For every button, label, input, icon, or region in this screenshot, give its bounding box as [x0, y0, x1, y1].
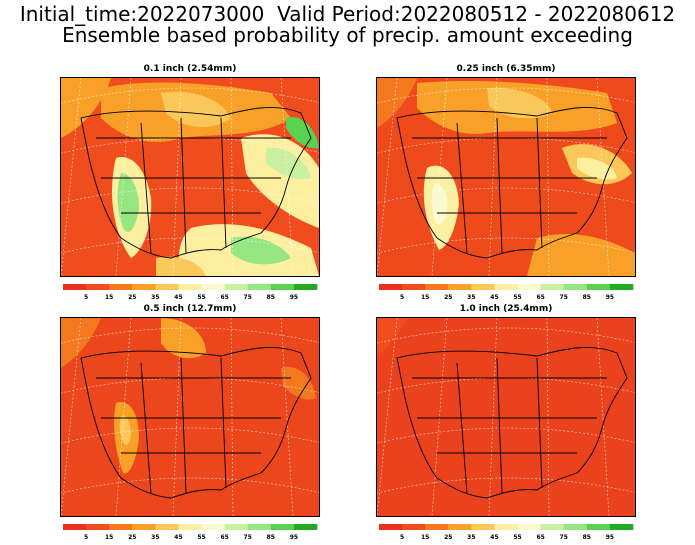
colorbar-segment: [425, 284, 449, 290]
colorbar-segment: [132, 284, 156, 290]
colorbar-label: 45: [490, 534, 498, 541]
colorbar-segment: [379, 524, 403, 530]
probability-map: [376, 317, 636, 517]
colorbar-segment: [109, 284, 133, 290]
colorbar-segment: [109, 524, 133, 530]
panel-title: 0.1 inch (2.54mm): [143, 64, 237, 74]
colorbar: 5 15 25 35 45 55 65 75 85 95: [376, 522, 636, 542]
colorbar-segment: [586, 524, 611, 530]
probability-map: [60, 77, 320, 277]
colorbar-label: 55: [513, 294, 521, 301]
probability-map: [60, 317, 320, 517]
colorbar-label: 65: [536, 534, 544, 541]
colorbar-segment: [293, 524, 318, 530]
colorbar-label: 15: [421, 534, 429, 541]
colorbar-label: 45: [490, 294, 498, 301]
colorbar-label: 35: [467, 294, 475, 301]
colorbar-label: 65: [536, 294, 544, 301]
colorbar: 5 15 25 35 45 55 65 75 85 95: [60, 282, 320, 302]
colorbar-label: 35: [467, 534, 475, 541]
colorbar-label: 55: [197, 294, 205, 301]
colorbar-segment: [63, 524, 87, 530]
colorbar-label: 45: [174, 534, 182, 541]
colorbar-segment: [379, 284, 403, 290]
colorbar-segment: [201, 524, 225, 530]
colorbar-label: 75: [560, 534, 568, 541]
colorbar-label: 55: [197, 534, 205, 541]
colorbar-segment: [155, 524, 179, 530]
colorbar-segment: [270, 524, 295, 530]
colorbar-segment: [540, 524, 565, 530]
colorbar-label: 25: [444, 534, 452, 541]
colorbar-segment: [448, 284, 472, 290]
probability-map: [376, 77, 636, 277]
colorbar-label: 5: [84, 534, 88, 541]
colorbar-label: 25: [444, 294, 452, 301]
colorbar-segment: [563, 524, 588, 530]
colorbar-label: 5: [400, 534, 404, 541]
colorbar: 5 15 25 35 45 55 65 75 85 95: [60, 522, 320, 542]
colorbar-label: 85: [267, 294, 275, 301]
colorbar-segment: [155, 284, 179, 290]
colorbar-label: 15: [421, 294, 429, 301]
colorbar-label: 5: [400, 294, 404, 301]
colorbar-label: 95: [290, 294, 298, 301]
colorbar-segment: [402, 284, 426, 290]
panel-title: 1.0 inch (25.4mm): [459, 304, 553, 314]
colorbar-segment: [540, 284, 565, 290]
colorbar-segment: [201, 284, 225, 290]
colorbar-segment: [494, 284, 518, 290]
colorbar-label: 75: [560, 294, 568, 301]
colorbar: 5 15 25 35 45 55 65 75 85 95: [376, 282, 636, 302]
header-line-1: Initial_time:2022073000 Valid Period:202…: [19, 2, 676, 26]
colorbar-label: 15: [105, 534, 113, 541]
colorbar-label: 25: [128, 534, 136, 541]
colorbar-label: 45: [174, 294, 182, 301]
colorbar-label: 25: [128, 294, 136, 301]
colorbar-segment: [586, 284, 611, 290]
colorbar-label: 55: [513, 534, 521, 541]
colorbar-segment: [563, 284, 588, 290]
colorbar-segment: [247, 524, 272, 530]
colorbar-label: 65: [220, 294, 228, 301]
colorbar-label: 85: [267, 534, 275, 541]
colorbar-segment: [402, 524, 426, 530]
colorbar-label: 95: [290, 534, 298, 541]
header-line-2: Ensemble based probability of precip. am…: [62, 23, 633, 47]
colorbar-segment: [132, 524, 156, 530]
colorbar-label: 65: [220, 534, 228, 541]
colorbar-segment: [494, 524, 518, 530]
colorbar-segment: [63, 284, 87, 290]
panel-title: 0.5 inch (12.7mm): [143, 304, 237, 314]
colorbar-label: 85: [583, 534, 591, 541]
panel-title: 0.25 inch (6.35mm): [456, 64, 556, 74]
colorbar-segment: [293, 284, 318, 290]
colorbar-segment: [178, 284, 202, 290]
colorbar-label: 15: [105, 294, 113, 301]
colorbar-segment: [425, 524, 449, 530]
colorbar-label: 35: [151, 294, 159, 301]
colorbar-segment: [224, 284, 249, 290]
colorbar-label: 35: [151, 534, 159, 541]
colorbar-label: 5: [84, 294, 88, 301]
colorbar-label: 95: [606, 534, 614, 541]
colorbar-segment: [448, 524, 472, 530]
colorbar-segment: [471, 524, 495, 530]
colorbar-label: 85: [583, 294, 591, 301]
colorbar-segment: [86, 524, 110, 530]
colorbar-label: 75: [244, 294, 252, 301]
colorbar-segment: [471, 284, 495, 290]
colorbar-segment: [178, 524, 202, 530]
colorbar-segment: [86, 284, 110, 290]
colorbar-segment: [609, 524, 634, 530]
colorbar-label: 75: [244, 534, 252, 541]
colorbar-segment: [247, 284, 272, 290]
colorbar-segment: [609, 284, 634, 290]
colorbar-label: 95: [606, 294, 614, 301]
colorbar-segment: [517, 284, 541, 290]
colorbar-segment: [517, 524, 541, 530]
colorbar-segment: [224, 524, 249, 530]
colorbar-segment: [270, 284, 295, 290]
